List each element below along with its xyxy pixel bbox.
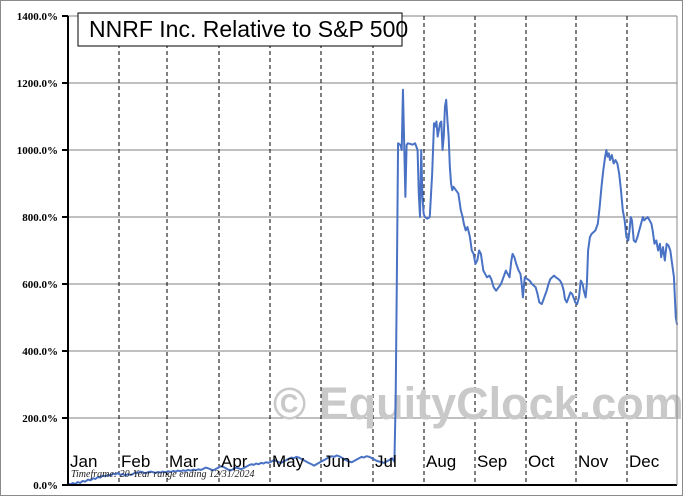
- xtick-label-feb: Feb: [121, 452, 150, 471]
- xtick-label-oct: Oct: [528, 452, 555, 471]
- month-gridlines: [118, 16, 628, 485]
- y-tick-marks: [62, 15, 68, 486]
- xtick-label-jun: Jun: [323, 452, 350, 471]
- series-line-nnrf-relative: [67, 88, 678, 486]
- xtick-label-nov: Nov: [578, 452, 609, 471]
- ytick-label: 1000.0%: [17, 145, 58, 157]
- x-axis-labels: Jan Feb Mar Apr May Jun Jul Aug Sep Oct …: [70, 452, 660, 471]
- page-title: NNRF Inc. Relative to S&P 500: [89, 16, 408, 42]
- ytick-label: 400.0%: [22, 346, 58, 358]
- ytick-label: 800.0%: [22, 212, 58, 224]
- ytick-label: 1200.0%: [17, 78, 58, 90]
- xtick-label-apr: Apr: [221, 452, 248, 471]
- axes: [67, 16, 677, 486]
- ytick-label: 600.0%: [22, 279, 58, 291]
- xtick-label-dec: Dec: [629, 452, 660, 471]
- xtick-label-aug: Aug: [426, 452, 456, 471]
- timeframe-footnote: Timeframe: 20-Year range ending 12/31/20…: [71, 469, 255, 480]
- ytick-label: 0.0%: [33, 480, 58, 492]
- xtick-label-mar: Mar: [169, 452, 199, 471]
- xtick-label-jan: Jan: [70, 452, 97, 471]
- ytick-label: 1400.0%: [17, 11, 58, 23]
- ytick-label: 200.0%: [22, 413, 58, 425]
- y-axis-labels: 1400.0% 1200.0% 1000.0% 800.0% 600.0% 40…: [17, 11, 58, 492]
- xtick-label-jul: Jul: [375, 452, 397, 471]
- chart-title-box: NNRF Inc. Relative to S&P 500: [77, 12, 408, 47]
- xtick-label-may: May: [272, 452, 305, 471]
- xtick-label-sep: Sep: [477, 452, 507, 471]
- watermark: © EquityClock.com: [273, 378, 683, 429]
